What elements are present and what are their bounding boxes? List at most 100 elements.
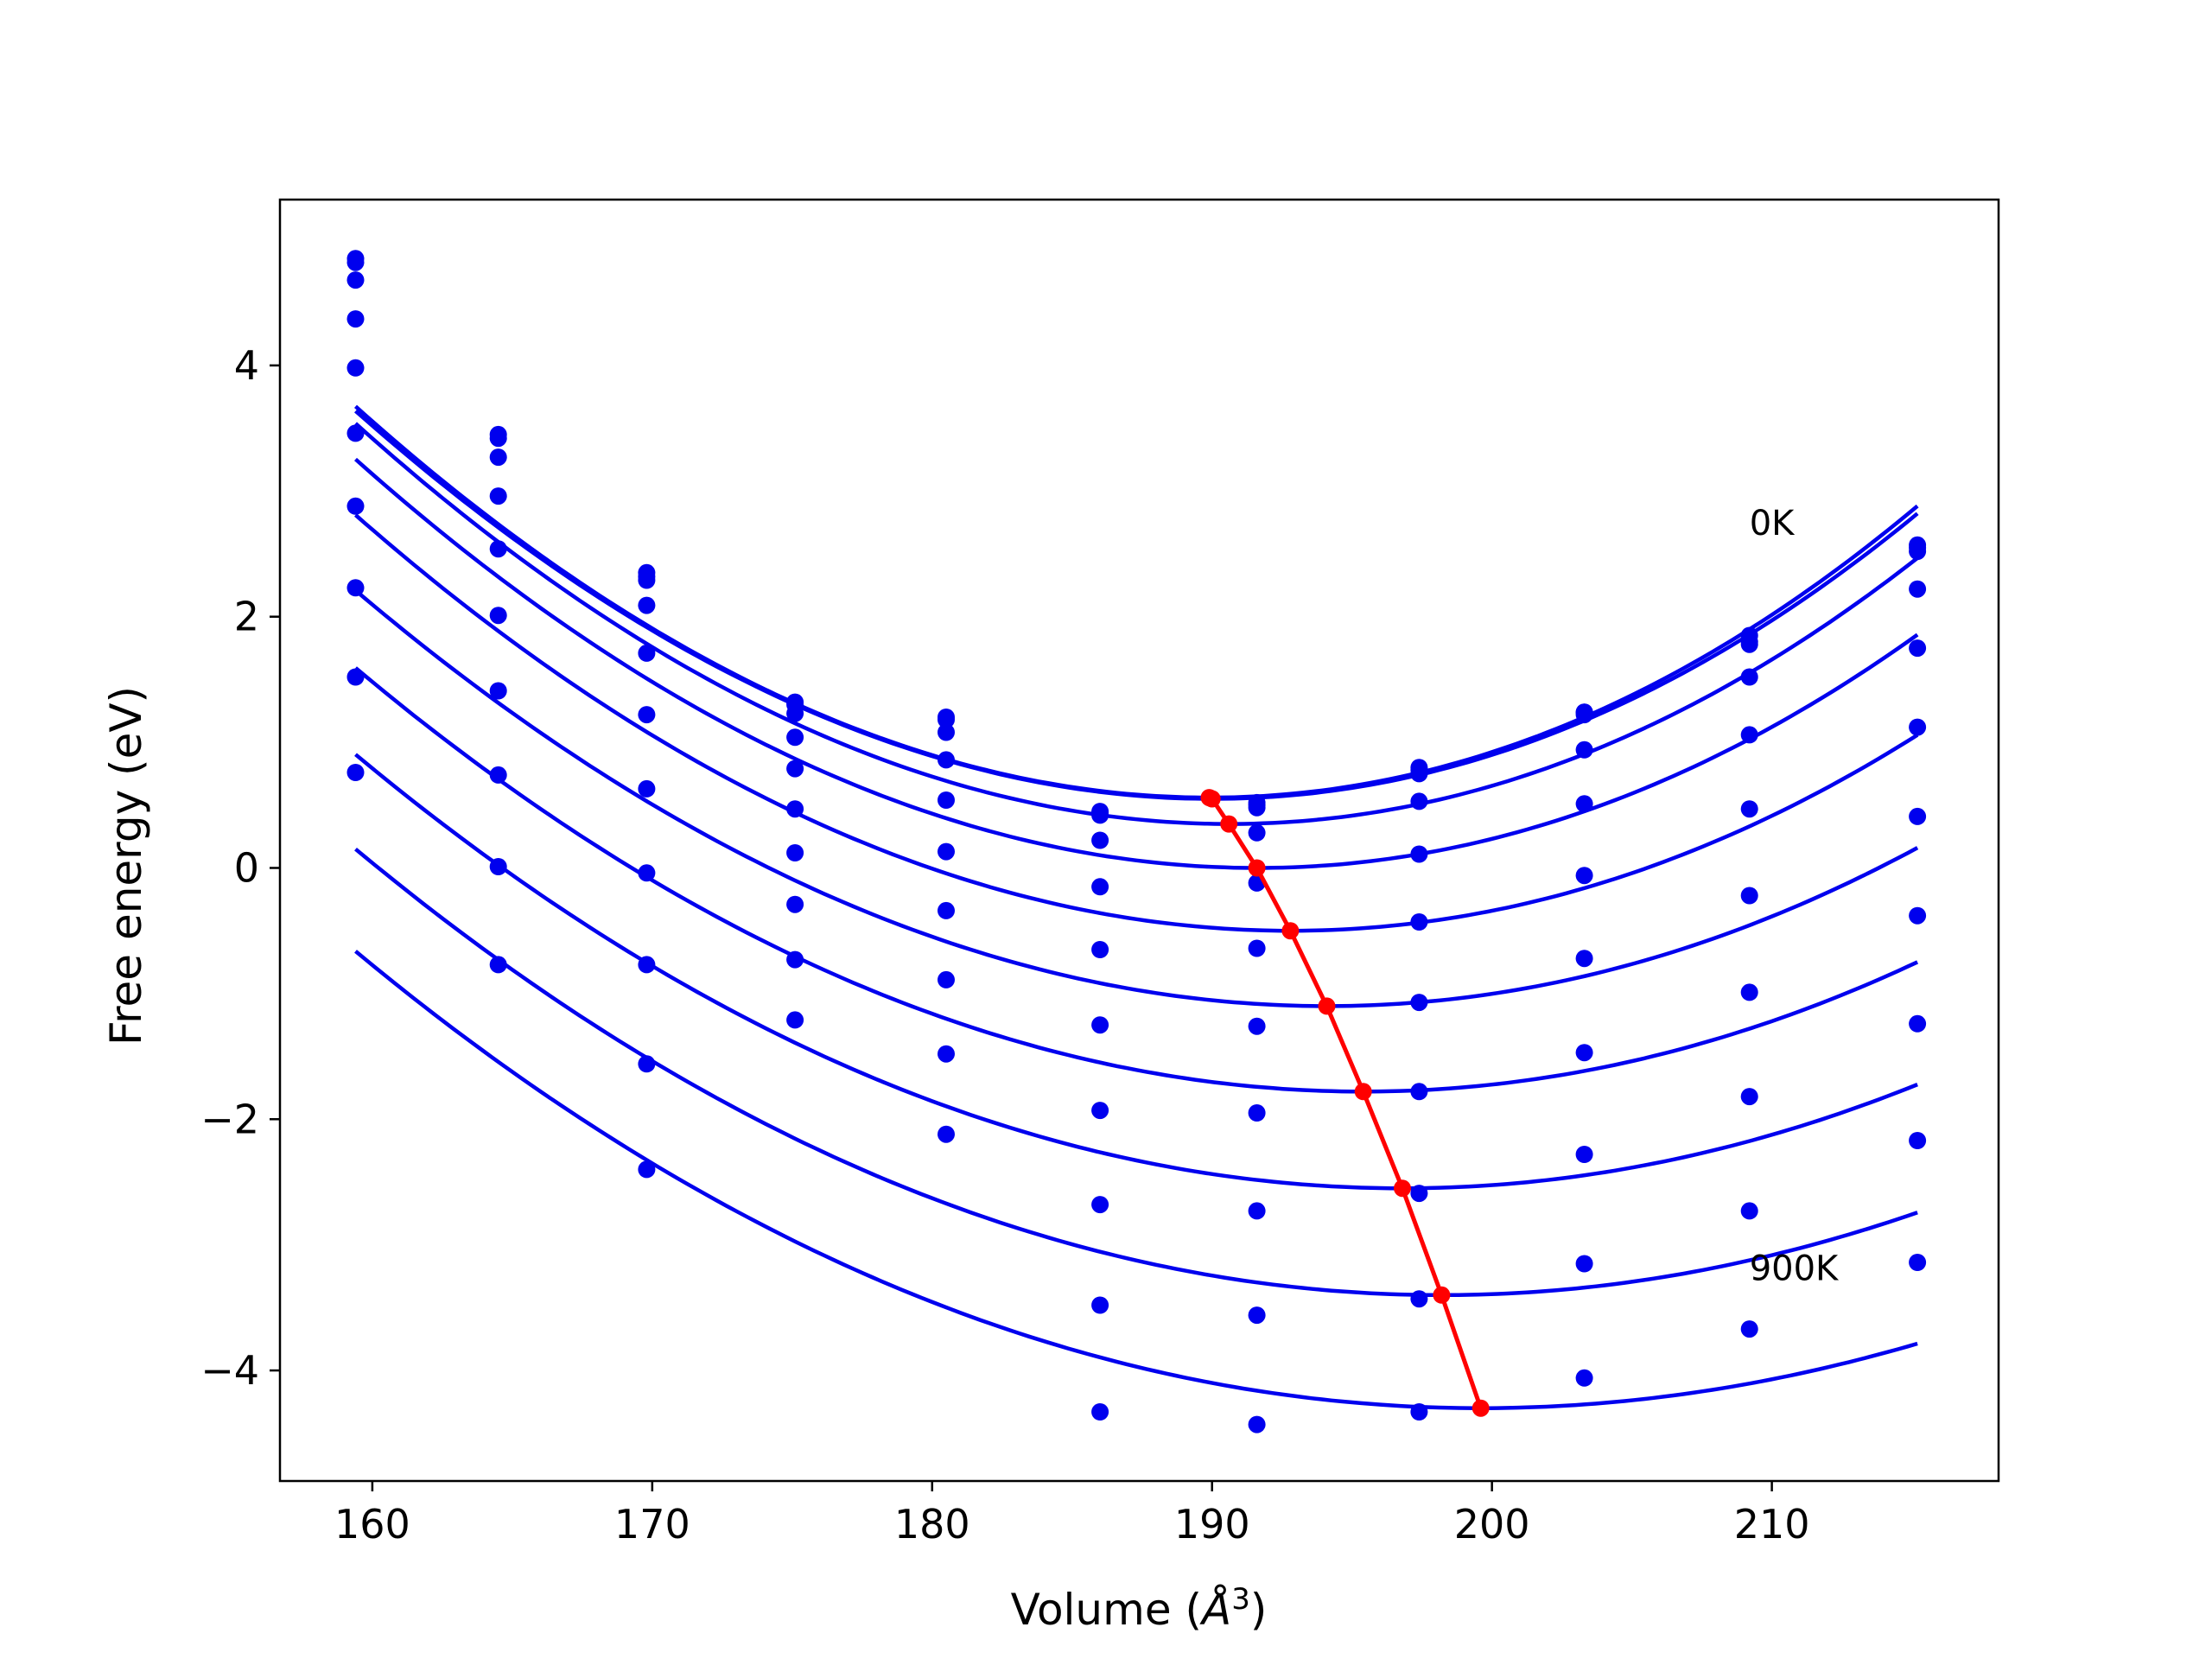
- minimum-point: [1203, 790, 1221, 808]
- fit-curve-100k: [354, 410, 1919, 801]
- data-point-200k: [1248, 798, 1266, 817]
- minimum-point: [1220, 815, 1238, 833]
- data-point-200k: [1909, 543, 1927, 561]
- data-point-700k: [1575, 1044, 1593, 1062]
- data-point-800k: [1248, 1202, 1266, 1220]
- x-tick-label: 190: [1174, 1501, 1250, 1548]
- data-point-200k: [1575, 703, 1593, 721]
- data-point-800k: [786, 950, 804, 969]
- y-axis-ticks: −4 −2 0 2 4: [200, 342, 280, 1394]
- data-point-300k: [1575, 741, 1593, 759]
- data-point-400k: [786, 760, 804, 778]
- x-tick-label: 170: [614, 1501, 690, 1548]
- data-point-300k: [638, 596, 656, 614]
- data-point-200k: [1740, 635, 1758, 653]
- data-point-400k: [489, 540, 507, 558]
- data-point-300k: [1740, 668, 1758, 686]
- data-point-600k: [1909, 807, 1927, 825]
- x-tick-label: 160: [334, 1501, 410, 1548]
- data-point-1000k: [1909, 1254, 1927, 1271]
- data-point-600k: [489, 682, 507, 700]
- data-point-600k: [1410, 994, 1428, 1012]
- data-point-300k: [786, 728, 804, 747]
- minimum-point: [1354, 1083, 1372, 1101]
- data-point-900k: [489, 956, 507, 974]
- fit-curve-900k: [354, 950, 1918, 1410]
- data-point-600k: [1091, 1016, 1109, 1034]
- data-point-500k: [1575, 867, 1593, 885]
- data-point-500k: [489, 607, 507, 625]
- data-point-900k: [1909, 1132, 1927, 1149]
- data-point-500k: [638, 706, 656, 724]
- data-point-700k: [1091, 1102, 1109, 1120]
- data-point-1000k: [1410, 1403, 1428, 1421]
- data-point-500k: [938, 842, 955, 861]
- minimum-point: [1394, 1179, 1411, 1198]
- data-point-900k: [1410, 1290, 1428, 1308]
- data-point-900k: [1575, 1255, 1593, 1273]
- data-point-800k: [1091, 1196, 1109, 1214]
- data-point-500k: [1740, 800, 1758, 818]
- data-point-800k: [489, 858, 507, 875]
- annotation-0k: 0K: [1750, 504, 1796, 543]
- data-point-1000k: [1575, 1369, 1593, 1387]
- y-axis-label: Free energy (eV): [101, 686, 151, 1046]
- data-point-400k: [1575, 795, 1593, 813]
- data-point-300k: [938, 751, 955, 769]
- data-point-400k: [1091, 878, 1109, 896]
- data-point-600k: [638, 779, 656, 798]
- data-point-400k: [638, 644, 656, 662]
- data-point-600k: [346, 497, 365, 515]
- data-point-300k: [346, 310, 365, 328]
- data-point-200k: [638, 571, 656, 589]
- data-point-500k: [1091, 941, 1109, 958]
- data-point-200k: [1410, 765, 1428, 783]
- minimum-point: [1471, 1399, 1490, 1417]
- data-point-600k: [1575, 950, 1593, 968]
- y-tick-label: −2: [200, 1096, 259, 1142]
- minima-line: [1208, 795, 1484, 1409]
- data-point-200k: [786, 704, 804, 722]
- fit-curve-400k: [354, 513, 1919, 933]
- data-point-700k: [638, 864, 656, 882]
- data-point-700k: [1410, 1083, 1428, 1101]
- data-point-400k: [1740, 726, 1758, 744]
- data-point-200k: [489, 448, 507, 467]
- data-point-900k: [638, 1055, 656, 1073]
- x-tick-label: 180: [894, 1501, 970, 1548]
- data-point-200k: [346, 271, 365, 289]
- data-point-1000k: [1091, 1403, 1109, 1421]
- x-tick-label: 210: [1734, 1501, 1810, 1548]
- y-tick-label: 2: [234, 594, 259, 640]
- data-point-400k: [1909, 639, 1927, 658]
- data-point-300k: [1909, 580, 1927, 598]
- fit-curve-500k: [354, 588, 1919, 1008]
- data-point-700k: [786, 895, 804, 913]
- x-axis-label-angstrom: Å: [1199, 1585, 1231, 1635]
- fit-curve-800k: [354, 847, 1918, 1298]
- y-tick-label: 4: [234, 342, 259, 389]
- x-axis-label: Volume (Å3): [1011, 1582, 1268, 1635]
- annotation-900k: 900K: [1750, 1249, 1840, 1288]
- data-point-1000k: [1248, 1415, 1266, 1433]
- data-point-400k: [346, 359, 365, 377]
- data-point-700k: [938, 970, 955, 988]
- data-point-700k: [346, 579, 365, 597]
- data-point-800k: [1909, 1014, 1927, 1033]
- minimum-point: [1248, 859, 1266, 877]
- x-axis-label-superscript: 3: [1231, 1582, 1250, 1617]
- data-point-600k: [1248, 1017, 1266, 1035]
- minimum-point: [1318, 997, 1336, 1015]
- data-point-200k: [938, 723, 955, 741]
- data-point-800k: [1575, 1146, 1593, 1163]
- minimum-point: [1281, 922, 1300, 940]
- data-point-1000k: [638, 1160, 656, 1179]
- data-point-400k: [1410, 845, 1428, 863]
- x-tick-label: 200: [1454, 1501, 1530, 1548]
- data-point-900k: [1091, 1296, 1109, 1314]
- data-point-300k: [489, 487, 507, 505]
- fit-curve-700k: [354, 753, 1918, 1191]
- data-point-800k: [638, 956, 656, 974]
